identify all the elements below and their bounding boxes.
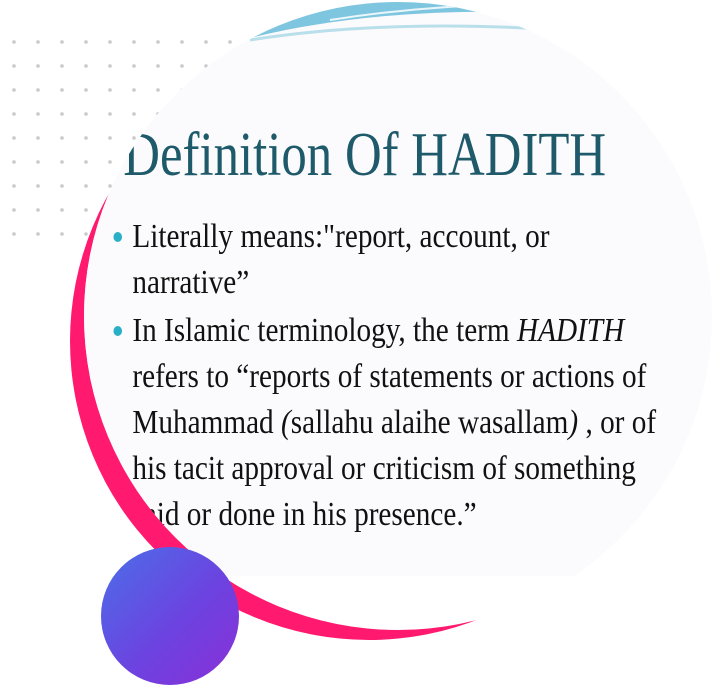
bullet-item-literal: Literally means:"report, account, or nar… <box>110 214 660 306</box>
bullet-dot-icon <box>113 326 123 336</box>
bullet-paren-open: ( <box>280 404 291 441</box>
bullet-text-terminology-b: refers to “reports of statements or acti… <box>132 358 647 441</box>
bullet-item-terminology: In Islamic terminology, the term HADITH … <box>110 308 660 538</box>
bullet-dot-icon <box>113 232 123 242</box>
bullet-text-terminology-c: sallahu alaihe wasallam <box>290 404 569 441</box>
bullet-text-hadith-emphasis: HADITH <box>516 312 625 349</box>
slide-image: Definition Of HADITH Literally means:"re… <box>84 2 712 576</box>
bullet-list: Literally means:"report, account, or nar… <box>110 214 660 540</box>
slide-title: Definition Of HADITH <box>123 121 607 189</box>
bullet-text-literal: Literally means:"report, account, or nar… <box>132 218 550 301</box>
slide-image-frame: Definition Of HADITH Literally means:"re… <box>84 2 712 630</box>
wave-decoration <box>249 2 712 63</box>
bullet-paren-close: ) <box>568 404 579 441</box>
bullet-text-terminology-d: , or of his tacit approval or criticism … <box>132 404 657 533</box>
bullet-text-terminology-a: In Islamic terminology, the term <box>132 312 517 349</box>
purple-circle-decoration <box>101 547 239 685</box>
